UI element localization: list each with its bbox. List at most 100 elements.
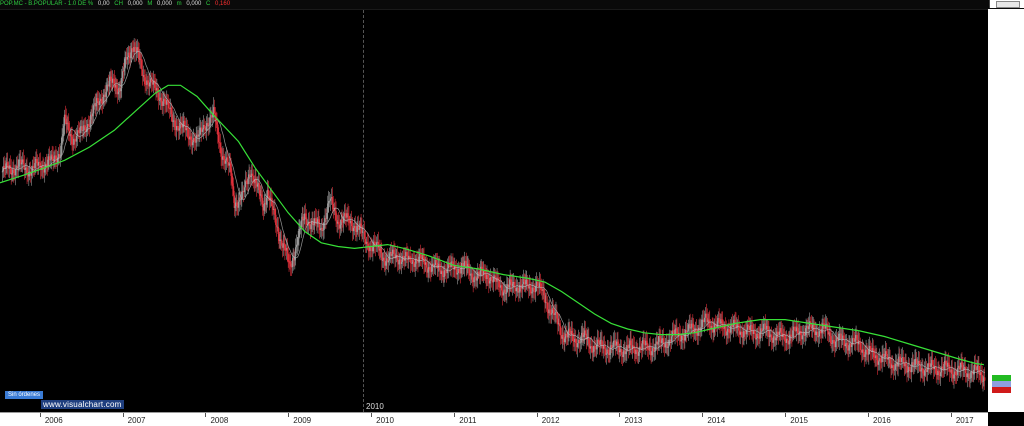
candle-body	[788, 340, 790, 345]
candle-body	[217, 124, 219, 135]
candle-body	[495, 280, 497, 282]
candle-body	[641, 343, 643, 350]
candle-body	[274, 208, 276, 215]
candle-body	[389, 251, 392, 254]
candle-body	[746, 324, 749, 330]
candle-body	[887, 358, 890, 360]
candle-body	[545, 302, 548, 304]
candle-body	[135, 47, 137, 53]
candle-body	[322, 229, 324, 231]
candle-body	[130, 48, 133, 53]
candle-body	[873, 350, 875, 358]
candle-body	[895, 363, 898, 365]
window-control-button[interactable]	[989, 0, 1024, 8]
candle-body	[29, 171, 32, 176]
candle-body	[633, 346, 636, 353]
candle-body	[669, 339, 671, 341]
candle-body	[106, 84, 109, 86]
candle-body	[60, 143, 62, 156]
candle-body	[480, 266, 482, 271]
candle-body	[784, 334, 786, 342]
candle-body	[269, 197, 271, 201]
candle-body	[604, 348, 607, 355]
candle-body	[778, 331, 781, 336]
candle-body	[822, 323, 824, 329]
candle-body	[589, 346, 592, 349]
price-axis[interactable]	[988, 9, 1024, 412]
price-chart[interactable]	[0, 9, 988, 412]
candle-body	[382, 257, 385, 261]
candle-body	[702, 319, 704, 321]
candle-body	[910, 366, 913, 373]
candle-body	[868, 349, 870, 355]
candle-body	[207, 123, 209, 127]
candle-body	[619, 349, 622, 351]
candle-body	[506, 284, 509, 287]
candle-body	[28, 171, 30, 177]
candle-body	[769, 334, 772, 336]
candle-body	[542, 289, 544, 291]
candle-body	[759, 332, 761, 339]
candle-body	[484, 271, 487, 278]
candle-body	[611, 345, 613, 348]
candle-body	[467, 263, 469, 267]
candle-body	[111, 80, 113, 83]
candle-body	[979, 372, 982, 376]
candle-body	[884, 351, 887, 357]
candle-body	[916, 363, 919, 365]
candle-body	[749, 325, 751, 331]
candle-body	[216, 122, 218, 125]
candle-body	[577, 339, 580, 344]
candle-body	[903, 363, 905, 367]
candle-body	[685, 329, 687, 335]
candle-body	[812, 324, 814, 327]
candle-body	[478, 272, 481, 276]
candle-body	[408, 255, 410, 260]
candle-body	[573, 341, 575, 342]
candle-body	[92, 113, 94, 117]
candle-body	[267, 189, 270, 196]
candle-body	[723, 326, 726, 329]
candle-body	[894, 363, 897, 370]
candle-body	[15, 165, 18, 170]
candle-body	[974, 364, 977, 368]
candle-body	[70, 134, 72, 137]
candle-body	[738, 330, 741, 335]
moving-average-long-line	[0, 84, 984, 366]
candle-body	[199, 127, 201, 135]
orders-status-badge[interactable]: Sin órdenes	[5, 391, 44, 399]
candle-body	[918, 360, 921, 366]
candle-body	[264, 203, 266, 204]
candle-body	[220, 147, 222, 157]
candle-body	[77, 130, 80, 133]
candle-body	[655, 341, 658, 344]
candle-body	[593, 345, 595, 352]
candle-body	[884, 356, 886, 358]
candle-body	[427, 269, 429, 273]
candle-body	[276, 226, 279, 228]
candle-body	[651, 351, 653, 356]
candle-body	[78, 132, 81, 134]
candle-body	[219, 142, 221, 148]
candle-body	[458, 268, 461, 272]
candle-body	[691, 323, 693, 328]
candle-body	[36, 163, 39, 166]
candle-body	[932, 364, 935, 370]
candle-body	[489, 281, 491, 284]
candle-body	[284, 243, 286, 251]
candle-body	[550, 313, 553, 315]
candle-body	[876, 355, 878, 360]
candle-body	[712, 327, 714, 333]
candle-body	[295, 244, 298, 248]
candle-body	[908, 367, 911, 370]
date-axis[interactable]: 2006 2007 2008 2009 2010 2011 2012 2013 2014 2015…	[0, 412, 988, 426]
candle-body	[795, 326, 798, 332]
candle-body	[229, 162, 231, 164]
candle-body	[924, 370, 926, 376]
candle-body	[181, 124, 183, 128]
year-label: 2016	[873, 416, 891, 425]
candle-body	[400, 261, 403, 264]
candle-body	[57, 154, 60, 158]
candle-body	[566, 335, 568, 338]
